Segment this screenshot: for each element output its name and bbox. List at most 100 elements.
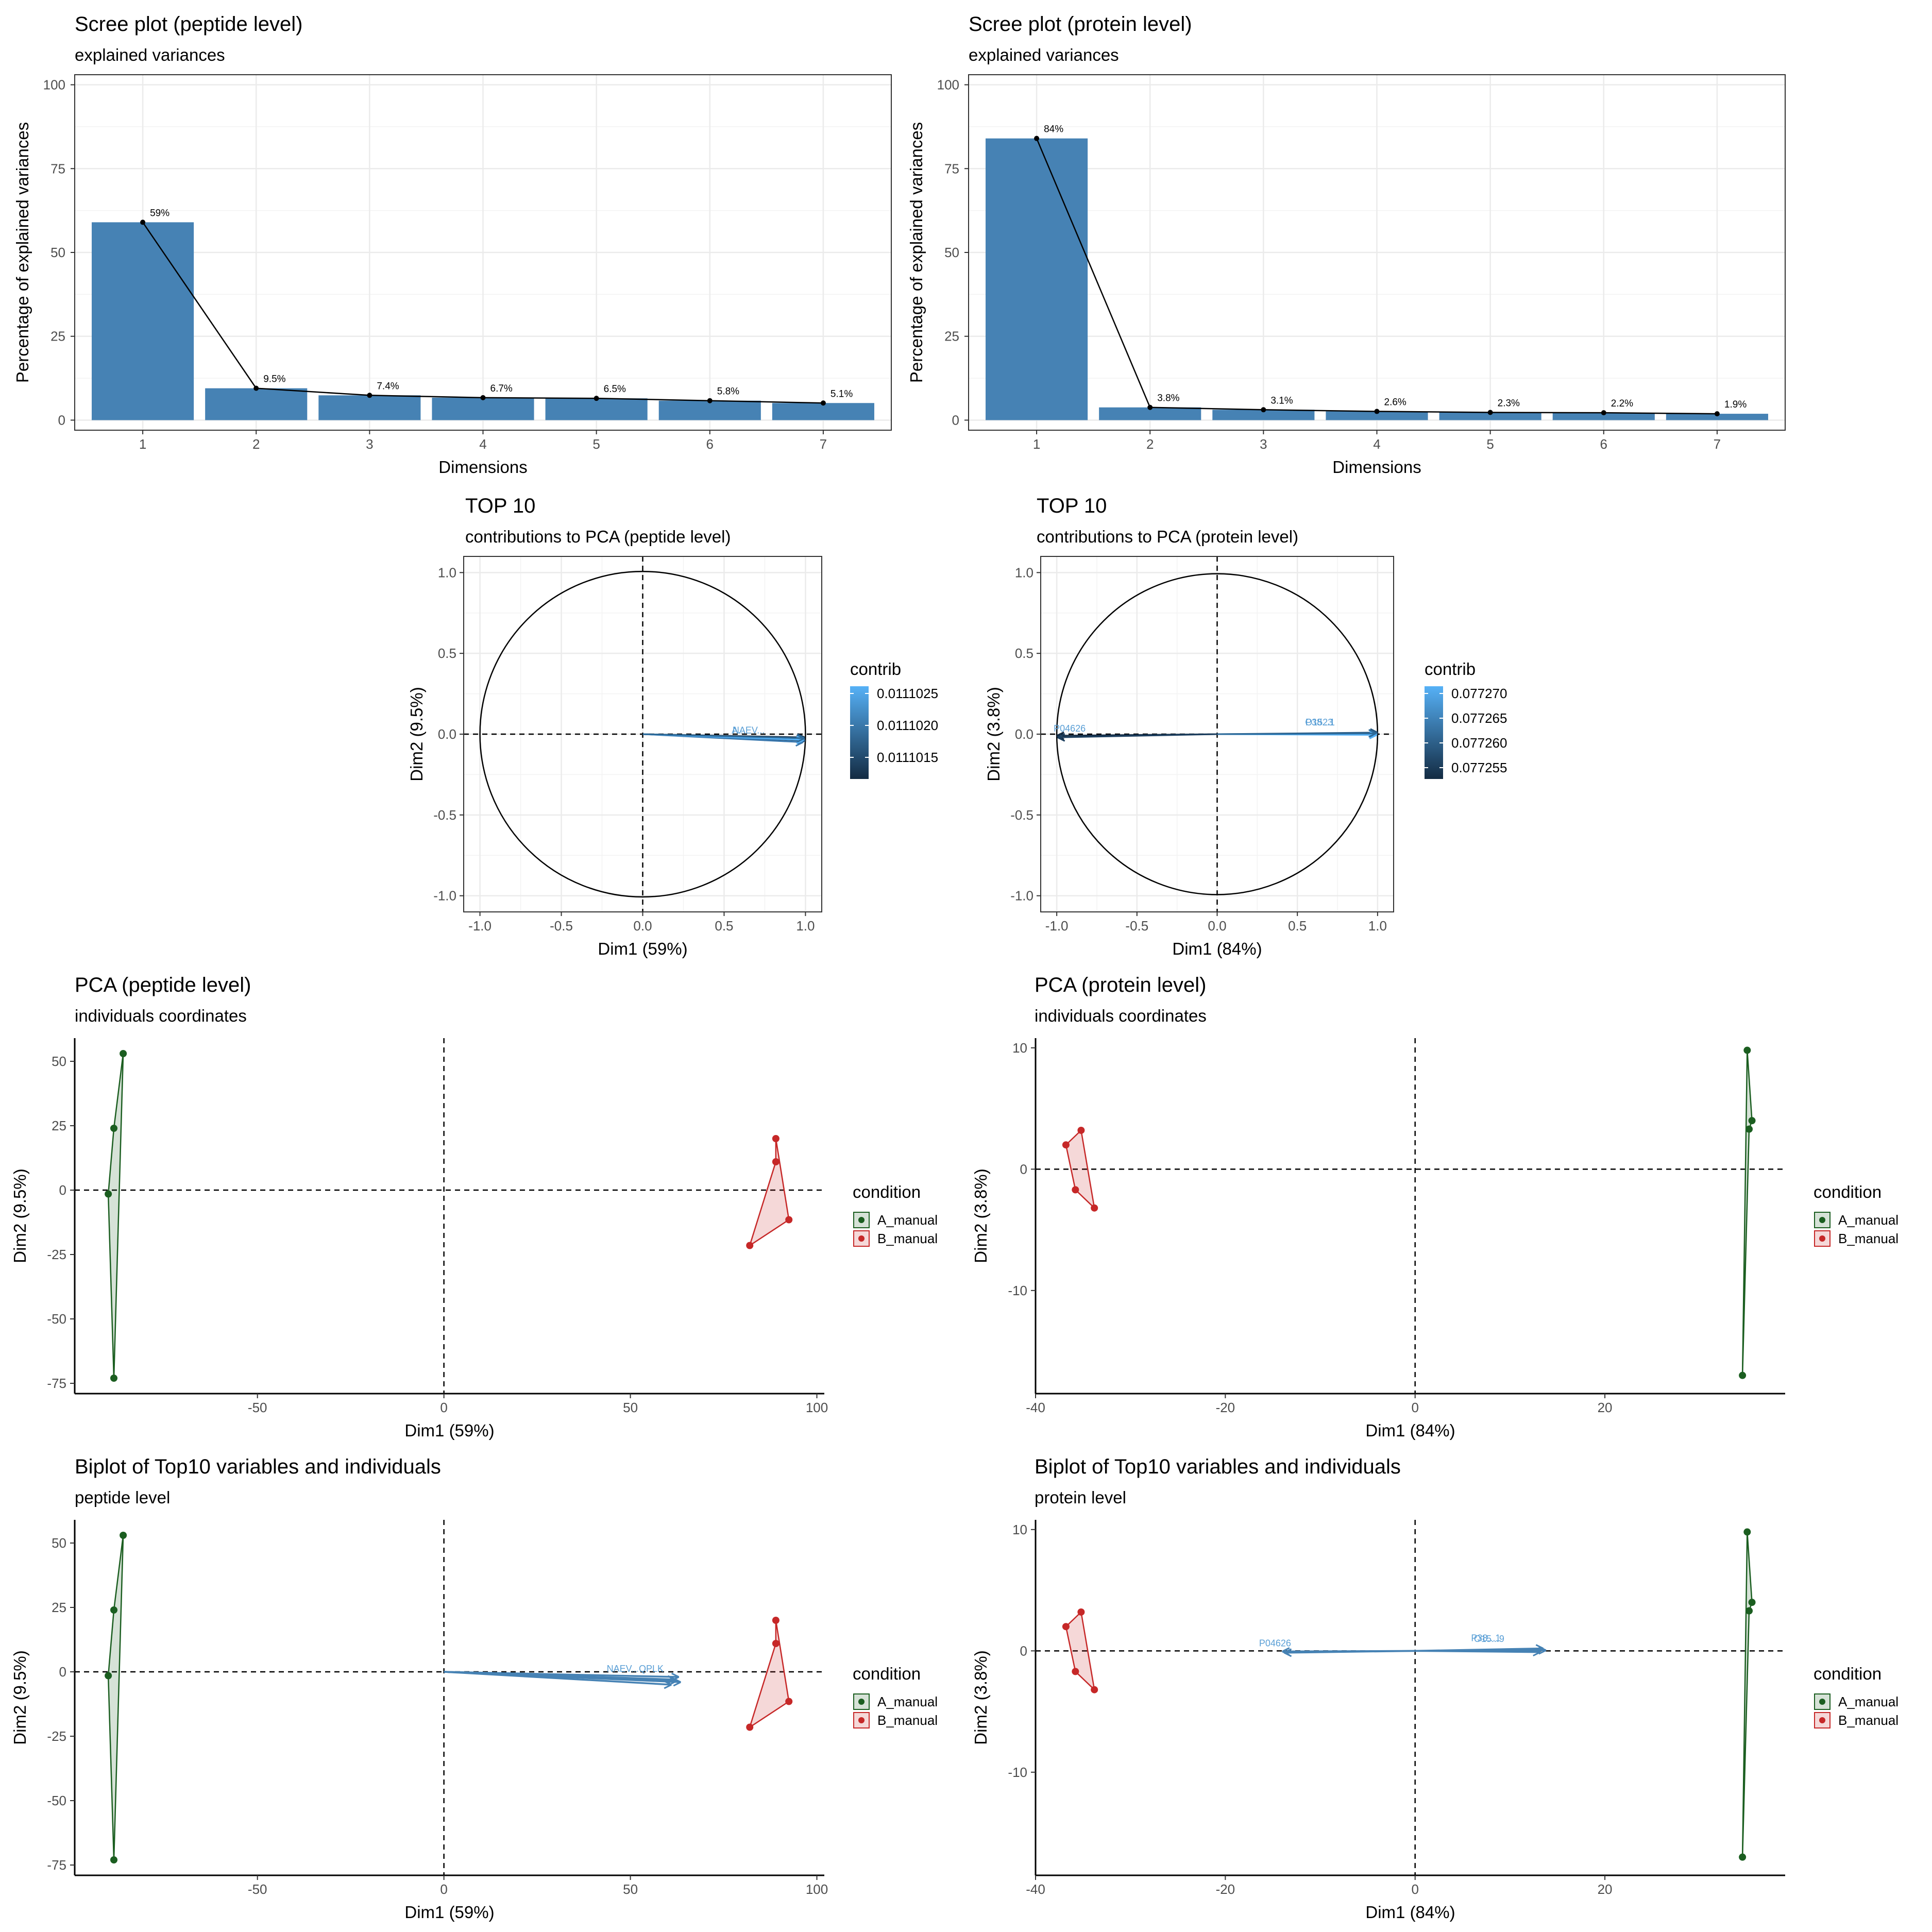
- individual-point: [120, 1050, 127, 1057]
- legend-colorbar: [1425, 686, 1443, 779]
- y-tick-label: -0.5: [433, 807, 456, 823]
- x-tick-label: 3: [1260, 436, 1267, 452]
- legend-title: contrib: [1425, 659, 1476, 679]
- y-tick-label: -10: [1008, 1765, 1027, 1780]
- y-tick-label: 25: [944, 329, 959, 344]
- individual-point: [1748, 1599, 1756, 1606]
- chart-title: TOP 10: [1037, 495, 1107, 517]
- chart-subtitle: contributions to PCA (protein level): [1037, 527, 1298, 546]
- x-tick-label: 0: [440, 1400, 447, 1415]
- legend-value: 0.0111015: [877, 750, 938, 765]
- y-tick-label: 0.5: [1015, 646, 1033, 661]
- chart-subtitle: explained variances: [75, 45, 225, 64]
- chart-title: Scree plot (protein level): [969, 13, 1192, 36]
- legend-title: condition: [1814, 1664, 1882, 1683]
- y-tick-label: 1.0: [438, 565, 456, 580]
- individual-point: [1745, 1125, 1753, 1133]
- x-tick-label: -20: [1216, 1882, 1235, 1897]
- individual-point: [1077, 1126, 1085, 1134]
- bar: [1666, 414, 1768, 420]
- y-tick-label: 50: [52, 1054, 66, 1069]
- y-tick-label: 0: [59, 1182, 66, 1198]
- x-axis-title: Dim1 (84%): [1365, 1903, 1455, 1922]
- legend-title: condition: [853, 1182, 921, 1201]
- x-tick-label: 1: [139, 436, 146, 452]
- individual-point: [1072, 1668, 1079, 1675]
- y-tick-label: 0: [1020, 1643, 1027, 1658]
- legend-label: B_manual: [877, 1231, 938, 1246]
- loading-label: P38...1: [1471, 1633, 1500, 1643]
- y-tick-label: 25: [52, 1600, 66, 1615]
- x-axis-title: Dim1 (84%): [1172, 939, 1262, 958]
- y-tick-label: 10: [1012, 1040, 1027, 1056]
- bar: [772, 403, 874, 420]
- group-hull: [748, 1620, 790, 1729]
- legend-label: B_manual: [1838, 1713, 1899, 1728]
- legend-title: condition: [853, 1664, 921, 1683]
- bar: [1439, 412, 1541, 420]
- chart-subtitle: explained variances: [969, 45, 1119, 64]
- x-tick-label: -1.0: [1045, 918, 1069, 934]
- scree-point: [707, 398, 713, 403]
- arrow-head: [1368, 729, 1377, 738]
- legend-key-point: [858, 1235, 865, 1242]
- y-tick-label: 25: [50, 329, 65, 344]
- scree-plot-scree-protein: Scree plot (protein level) explained vari…: [907, 13, 1786, 477]
- y-tick-label: -50: [47, 1311, 66, 1327]
- x-tick-label: 5: [1486, 436, 1494, 452]
- y-tick-label: 100: [937, 77, 959, 93]
- x-tick-label: 6: [1600, 436, 1607, 452]
- individual-point: [110, 1606, 118, 1614]
- individual-point: [105, 1672, 112, 1680]
- group-hull: [748, 1138, 790, 1247]
- individuals-plot-biplot-protein: Biplot of Top10 variables and individual…: [971, 1455, 1899, 1922]
- y-tick-label: 75: [944, 161, 959, 176]
- bar: [92, 222, 194, 420]
- loading-label: O15...9: [1474, 1634, 1504, 1644]
- legend-value: 0.077260: [1451, 735, 1507, 751]
- individual-point: [772, 1135, 779, 1142]
- x-tick-label: -20: [1216, 1400, 1235, 1415]
- loading-arrow: [1217, 732, 1376, 735]
- y-tick-label: 0: [952, 412, 959, 428]
- x-tick-label: 0: [1411, 1400, 1418, 1415]
- y-axis-title: Percentage of explained variances: [907, 122, 926, 383]
- individual-point: [746, 1723, 754, 1731]
- arrow-head: [1057, 733, 1065, 742]
- y-tick-label: 75: [50, 161, 65, 176]
- group-hull: [1065, 1611, 1096, 1692]
- scree-point: [1374, 409, 1380, 414]
- bar: [1552, 413, 1655, 420]
- scree-point: [1714, 411, 1720, 417]
- arrow-head: [1533, 1648, 1541, 1657]
- individual-point: [772, 1158, 779, 1165]
- x-tick-label: 4: [479, 436, 486, 452]
- individuals-plot-ind-protein: PCA (protein level) individuals coordinat…: [971, 974, 1899, 1440]
- chart-subtitle: individuals coordinates: [75, 1006, 247, 1025]
- y-tick-label: -50: [47, 1793, 66, 1808]
- scree-plot-scree-peptide: Scree plot (peptide level) explained vari…: [13, 13, 892, 477]
- data-label: 2.6%: [1384, 397, 1406, 408]
- x-axis-title: Dimensions: [1332, 457, 1421, 477]
- bar: [318, 395, 421, 420]
- panel-border: [74, 74, 892, 431]
- y-tick-label: -1.0: [1010, 888, 1033, 904]
- y-tick-label: 0: [59, 1664, 66, 1680]
- y-tick-label: -75: [47, 1857, 66, 1873]
- legend-title: contrib: [850, 659, 901, 679]
- chart-subtitle: peptide level: [75, 1488, 170, 1507]
- variables-plot-var-protein: TOP 10 contributions to PCA (protein leve…: [984, 495, 1507, 958]
- legend-value: 0.077255: [1451, 760, 1507, 775]
- individual-point: [1091, 1686, 1098, 1693]
- panel-border: [968, 74, 1786, 431]
- y-tick-label: 50: [50, 245, 65, 260]
- scree-point: [253, 385, 259, 391]
- legend-key-point: [858, 1217, 865, 1223]
- chart-subtitle: contributions to PCA (peptide level): [465, 527, 731, 546]
- x-tick-label: 100: [806, 1882, 828, 1897]
- y-axis-title: Dim2 (3.8%): [971, 1650, 990, 1744]
- y-tick-label: -75: [47, 1376, 66, 1391]
- group-hull: [107, 1535, 124, 1860]
- chart-subtitle: individuals coordinates: [1035, 1006, 1207, 1025]
- loading-arrow: [1284, 1650, 1415, 1654]
